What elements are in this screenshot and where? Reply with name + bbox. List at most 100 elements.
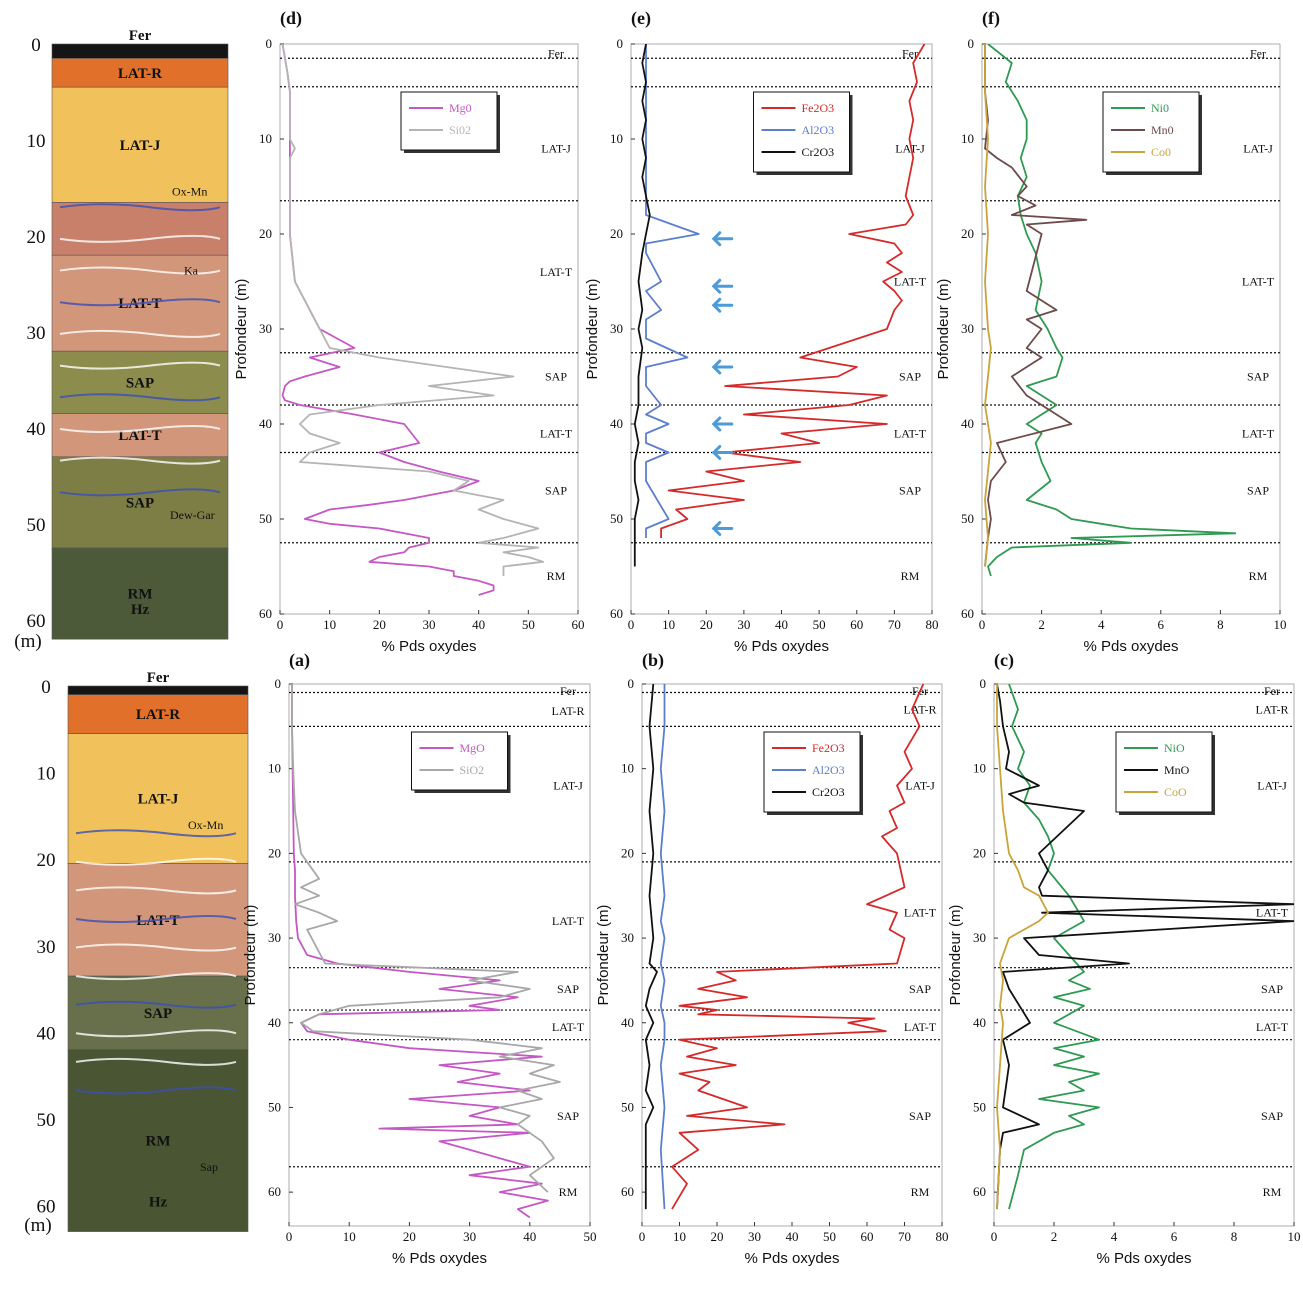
legend-label: Fe2O3: [812, 741, 845, 755]
y-tick-label: 40: [259, 416, 272, 431]
zone-label: SAP: [909, 1109, 931, 1123]
zone-label: SAP: [899, 484, 921, 498]
x-tick-label: 2: [1051, 1229, 1058, 1244]
layer-0: [51, 43, 229, 59]
legend-box: [1102, 91, 1200, 173]
texture-vein: [75, 914, 237, 923]
series-line-1: [996, 684, 1294, 1210]
hz-label: Hz: [131, 602, 150, 618]
x-tick-label: 40: [523, 1229, 536, 1244]
depth-tick: 0: [41, 677, 51, 698]
x-tick-label: 70: [888, 617, 901, 632]
depth-tick: 0: [31, 35, 41, 56]
y-axis-label: Profondeur (m): [935, 279, 952, 380]
chart-panel-1: (e) Fer LAT-J LAT-T SAP LAT-T SAP RM 0 10 20 30 40 50…: [584, 8, 939, 655]
dew-gar-label: Dew-Gar: [170, 508, 215, 522]
x-tick-label: 60: [861, 1229, 874, 1244]
depth-tick: 20: [27, 227, 46, 248]
strat-column-1: FerLAT-RLAT-JLAT-TSAPRMHzOx-MnSap0102030…: [24, 670, 249, 1236]
texture-vein: [59, 456, 221, 465]
layer-label-2: LAT-J: [138, 792, 179, 808]
zone-label: LAT-J: [905, 779, 935, 793]
legend-label: Co0: [1151, 145, 1171, 159]
y-tick-label: 60: [259, 606, 272, 621]
legend-label: Cr2O3: [802, 145, 835, 159]
chart-panel-2: (f) Fer LAT-J LAT-T SAP LAT-T SAP RM 0 2 4 6 8 10 0 10 2…: [935, 8, 1287, 655]
zone-label: SAP: [557, 982, 579, 996]
y-tick-label: 60: [621, 1184, 634, 1199]
series-line-0: [291, 684, 549, 1219]
series-line-1: [984, 44, 1088, 567]
y-tick-label: 0: [266, 36, 273, 51]
x-tick-label: 20: [403, 1229, 416, 1244]
depth-tick: 30: [27, 323, 46, 344]
y-tick-label: 20: [268, 845, 281, 860]
al-peak-arrow: [711, 445, 734, 460]
zone-label: Fer: [1250, 47, 1266, 61]
legend-box: [400, 91, 498, 151]
y-tick-label: 30: [268, 930, 281, 945]
zone-label: LAT-T: [1242, 427, 1275, 441]
x-axis-label: % Pds oxydes: [392, 1250, 487, 1267]
x-axis-label: % Pds oxydes: [734, 638, 829, 655]
zone-label: Fer: [902, 47, 918, 61]
x-tick-label: 20: [711, 1229, 724, 1244]
zone-label: Fer: [1264, 684, 1280, 698]
zone-label: LAT-T: [894, 427, 927, 441]
zone-label: LAT-T: [540, 265, 573, 279]
y-tick-label: 40: [973, 1015, 986, 1030]
x-tick-label: 60: [572, 617, 585, 632]
zone-label: LAT-J: [1243, 142, 1273, 156]
y-tick-label: 60: [961, 606, 974, 621]
y-tick-label: 60: [973, 1184, 986, 1199]
x-tick-label: 50: [522, 617, 535, 632]
y-tick-label: 50: [268, 1099, 281, 1114]
layer-1: [51, 58, 229, 88]
zone-label: LAT-R: [904, 702, 937, 716]
texture-vein: [59, 424, 221, 433]
x-tick-label: 4: [1111, 1229, 1118, 1244]
layer-label-5: RM: [146, 1134, 171, 1150]
y-tick-label: 50: [973, 1099, 986, 1114]
zone-label: LAT-T: [552, 914, 585, 928]
layer-label-1: LAT-R: [136, 707, 180, 723]
layer-label-2: LAT-J: [120, 138, 161, 154]
y-tick-label: 30: [961, 321, 974, 336]
x-tick-label: 10: [343, 1229, 356, 1244]
x-tick-label: 0: [628, 617, 635, 632]
zone-label: RM: [559, 1185, 578, 1199]
x-tick-label: 10: [323, 617, 336, 632]
strat-column-0: FerLAT-RLAT-JLAT-TSAPLAT-TSAPRMHzOx-MnKa…: [14, 28, 229, 652]
layer-label-5: SAP: [126, 375, 154, 391]
y-tick-label: 50: [961, 511, 974, 526]
legend-label: Al2O3: [802, 123, 835, 137]
layer-3: [51, 202, 229, 256]
zone-label: SAP: [545, 484, 567, 498]
legend-label: Cr2O3: [812, 785, 845, 799]
y-axis-label: Profondeur (m): [584, 279, 601, 380]
zone-label: RM: [901, 569, 920, 583]
series-line-2: [633, 44, 651, 567]
legend-label: Mn0: [1151, 123, 1174, 137]
x-tick-label: 8: [1217, 617, 1224, 632]
y-axis-label: Profondeur (m): [233, 279, 250, 380]
legend-label: MgO: [460, 741, 486, 755]
series-line-0: [660, 44, 926, 538]
al-peak-arrow: [711, 416, 734, 432]
texture-vein: [59, 203, 221, 212]
y-tick-label: 10: [268, 761, 281, 776]
y-tick-label: 20: [973, 845, 986, 860]
depth-tick: 20: [37, 850, 56, 871]
legend-label: Ni0: [1151, 101, 1169, 115]
x-tick-label: 50: [584, 1229, 597, 1244]
series-line-0: [671, 684, 925, 1210]
zone-label: LAT-J: [553, 779, 583, 793]
depth-tick: 60: [37, 1197, 56, 1218]
y-tick-label: 60: [610, 606, 623, 621]
chart-panel-5: (c) Fer LAT-R LAT-J LAT-T SAP LAT-T SAP RM 0 2 4 6 8 1…: [947, 650, 1301, 1267]
legend-label: CoO: [1164, 785, 1187, 799]
chart-panel-3: (a) Fer LAT-R LAT-J LAT-T SAP LAT-T SAP RM 0 10 20 3…: [242, 650, 597, 1267]
panel-label: (b): [642, 650, 664, 671]
series-line-2: [984, 44, 992, 567]
